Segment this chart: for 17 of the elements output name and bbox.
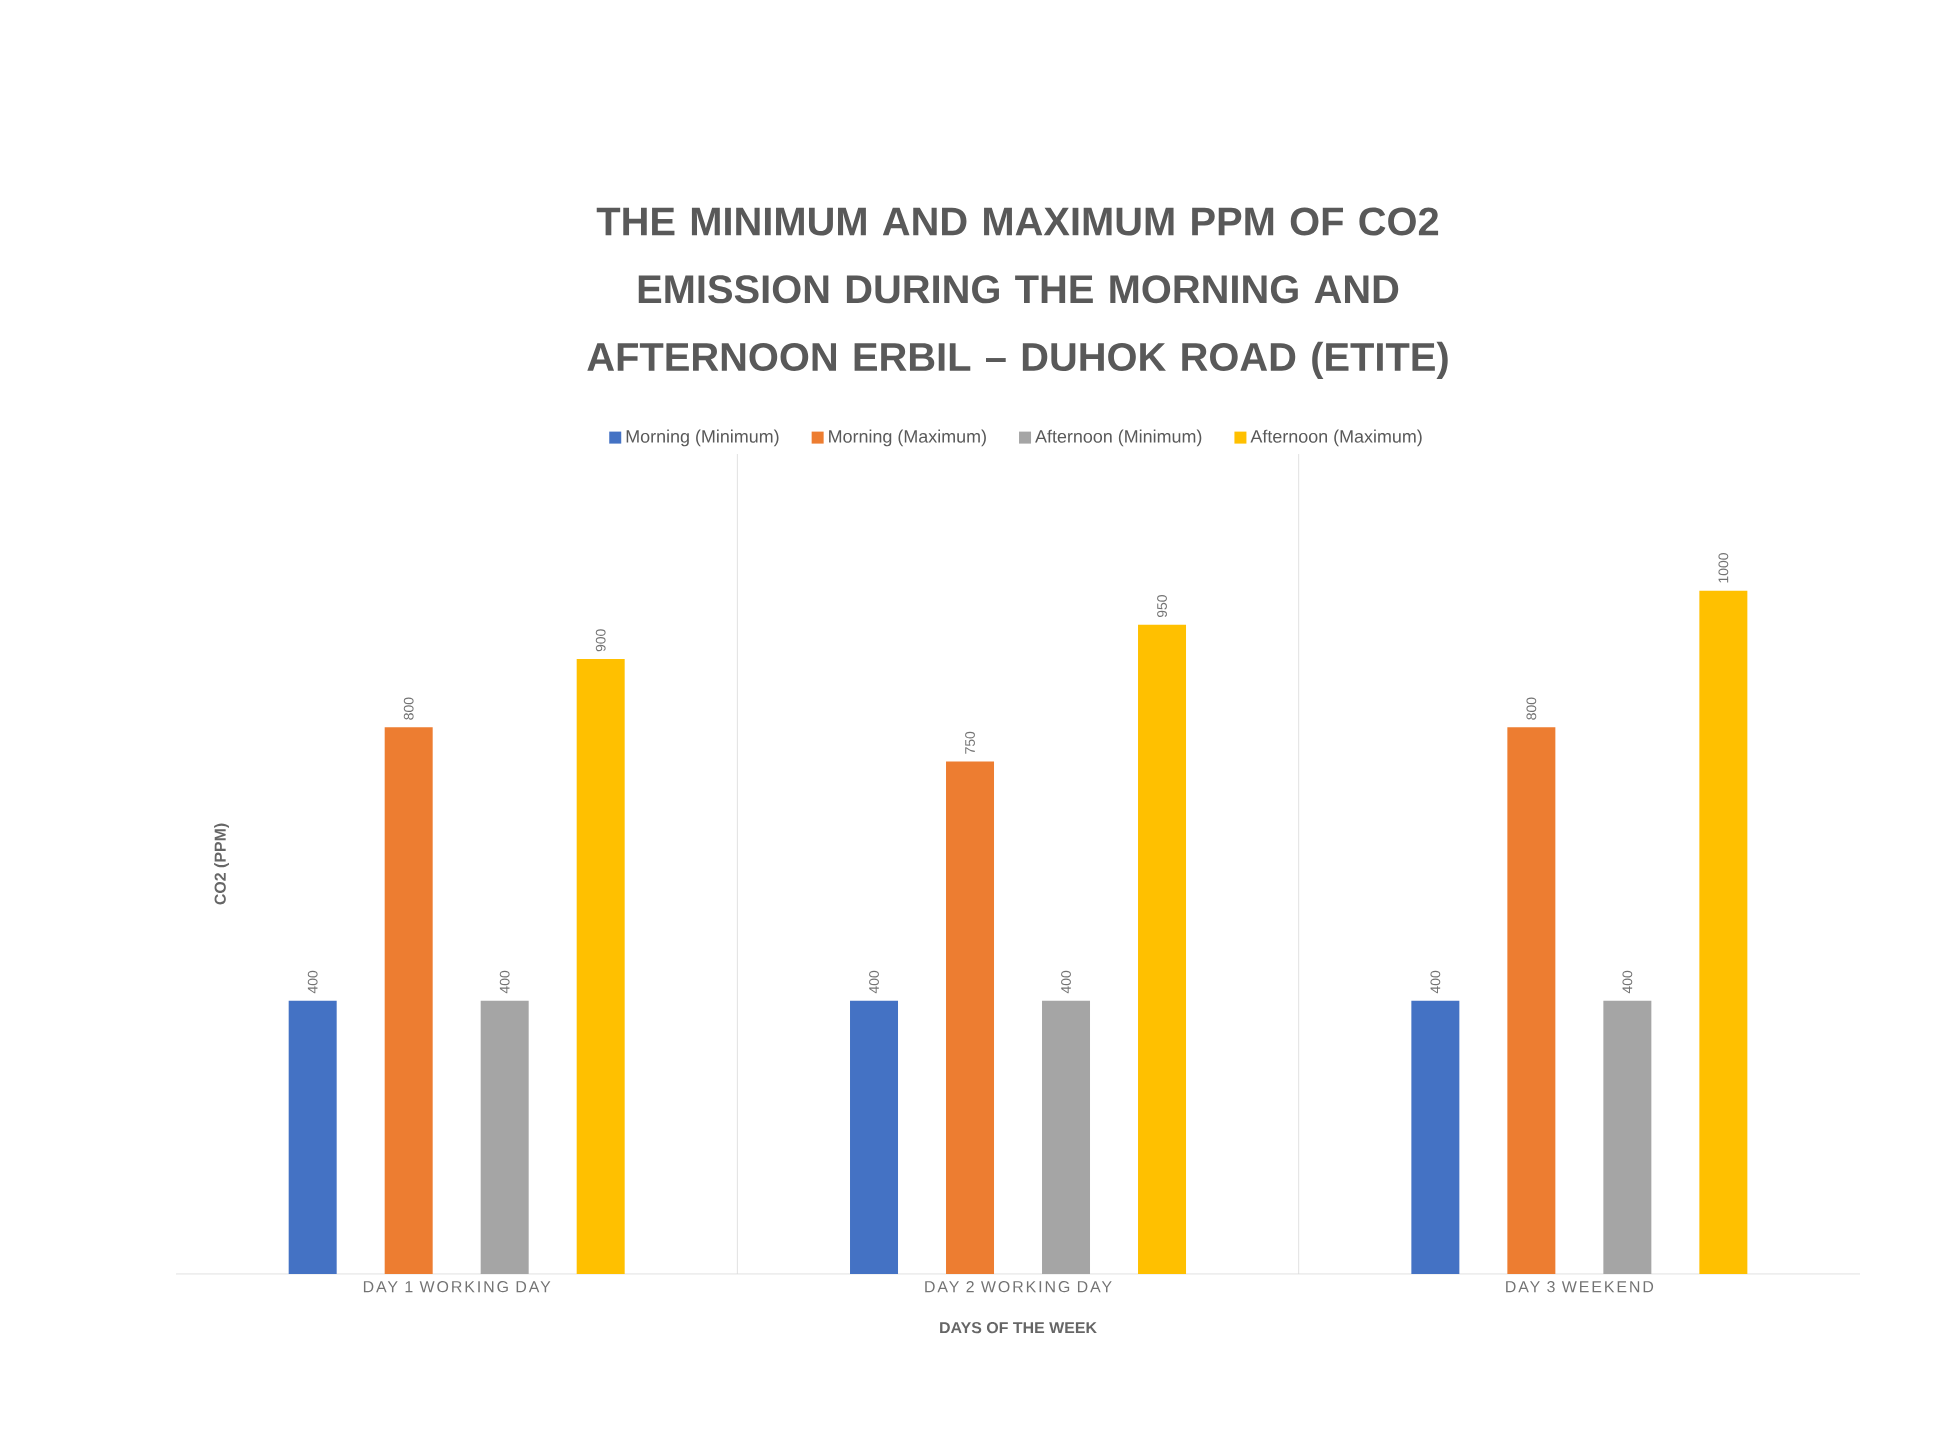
bar [946,761,995,1274]
legend-label: Morning (Maximum) [829,429,986,447]
bar [576,658,625,1274]
bar [384,727,433,1274]
chart-title: THE MINIMUM AND MAXIMUM PPM OF CO2 EMISSION DURING THE MORNING AND AFTERNOON ERBIL – DUHOK ROAD (ETITE) [587,207,1448,379]
legend-label: Afternoon (Minimum) [1035,429,1202,447]
bar [850,1000,899,1274]
bar [1507,727,1556,1274]
bar [1411,1000,1460,1274]
bar [480,1000,529,1274]
bar [1138,624,1187,1274]
legend-label: Morning (Minimum) [626,429,779,447]
bar [1603,1000,1652,1274]
bar [288,1000,337,1274]
legend-label: Afternoon (Maximum) [1250,429,1422,447]
bar [1699,590,1748,1274]
bar [1042,1000,1091,1274]
